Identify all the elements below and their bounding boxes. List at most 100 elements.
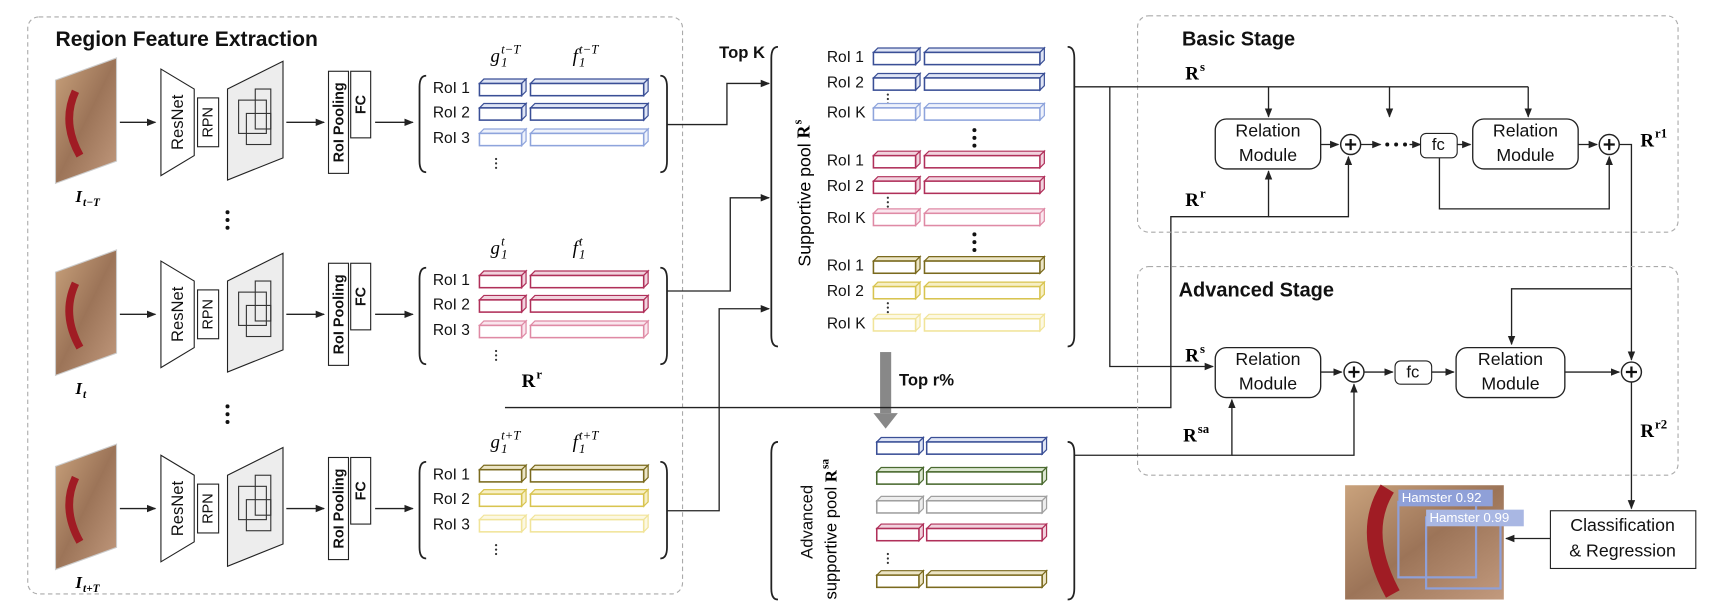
feature-box bbox=[872, 77, 917, 91]
bracket bbox=[660, 74, 668, 174]
roi-label: RoI 2 bbox=[433, 491, 470, 508]
backbone-shape bbox=[160, 260, 195, 369]
math-label: supportive pool Rsa bbox=[819, 459, 840, 600]
feature-box bbox=[872, 180, 917, 195]
ellipsis-dot bbox=[886, 205, 889, 208]
backbone-shape bbox=[160, 68, 195, 177]
math-label: Rr1 bbox=[1640, 127, 1667, 152]
feature-box bbox=[478, 518, 523, 533]
ellipsis-dot bbox=[225, 419, 230, 424]
module-label: Module bbox=[1239, 373, 1297, 393]
math-base: R bbox=[1185, 346, 1199, 367]
ellipsis-dot bbox=[225, 210, 230, 215]
math-base: g bbox=[491, 46, 500, 67]
feature-box bbox=[923, 77, 1041, 91]
feature-box bbox=[925, 441, 1043, 455]
ellipsis-dot bbox=[886, 557, 889, 560]
ellipsis-dot bbox=[972, 232, 977, 237]
math-sub: t−T bbox=[83, 196, 101, 208]
feature-box bbox=[925, 527, 1043, 542]
bracket bbox=[418, 266, 427, 366]
connector bbox=[1109, 86, 1214, 371]
math-label: g1t bbox=[491, 234, 508, 261]
roi-label: RoI K bbox=[827, 315, 866, 332]
math-base: I bbox=[74, 379, 82, 398]
math-base: R bbox=[522, 371, 536, 392]
rpn-box bbox=[196, 289, 220, 340]
ellipsis-dot bbox=[494, 548, 498, 551]
connector bbox=[667, 194, 771, 292]
bracket bbox=[660, 266, 668, 366]
ellipsis-dot bbox=[494, 358, 498, 361]
backbone-label: ResNet bbox=[168, 286, 187, 342]
proposal-box bbox=[254, 280, 272, 322]
feature-box bbox=[529, 493, 645, 508]
detection-label: Hamster 0.92 bbox=[1402, 490, 1482, 505]
math-base: R bbox=[794, 125, 814, 138]
roi-label: RoI 3 bbox=[433, 322, 470, 339]
ellipsis-dot bbox=[494, 544, 498, 547]
feature-box bbox=[925, 471, 1043, 485]
math-base: f bbox=[573, 432, 581, 453]
connector bbox=[1438, 155, 1613, 210]
feature-box bbox=[478, 299, 523, 313]
ellipsis-dot bbox=[1385, 142, 1390, 147]
feature-box bbox=[529, 82, 645, 97]
connector bbox=[1268, 155, 1353, 218]
rpn-box bbox=[196, 483, 220, 534]
math-sup: sa bbox=[1198, 422, 1210, 436]
bracket bbox=[770, 441, 779, 601]
bracket bbox=[660, 461, 668, 560]
ellipsis-dot bbox=[494, 157, 498, 161]
roi-label: RoI 1 bbox=[827, 49, 864, 66]
stage-box bbox=[1137, 15, 1679, 233]
ellipsis-dot bbox=[972, 135, 977, 140]
bracket bbox=[1067, 45, 1076, 348]
rpn-label: RPN bbox=[200, 107, 216, 137]
roi-pooling-box bbox=[327, 262, 350, 366]
fc-box bbox=[350, 262, 372, 331]
ellipsis-dot bbox=[225, 225, 230, 230]
feature-box bbox=[529, 299, 645, 313]
connector bbox=[504, 170, 1273, 409]
feature-box bbox=[923, 51, 1041, 66]
roi-label: RoI 1 bbox=[433, 466, 470, 483]
feature-box bbox=[529, 518, 645, 533]
connector bbox=[667, 305, 771, 512]
feature-box bbox=[529, 324, 645, 339]
math-base: R bbox=[1640, 421, 1654, 442]
detection-wheel bbox=[1366, 484, 1400, 598]
feature-box bbox=[529, 132, 645, 147]
ellipsis-dot bbox=[886, 196, 889, 199]
feature-box bbox=[923, 180, 1041, 195]
backbone-label: ResNet bbox=[168, 94, 187, 150]
ellipsis-dot bbox=[494, 166, 498, 169]
feature-box bbox=[529, 274, 645, 289]
math-sup: t+T bbox=[579, 429, 599, 443]
roi-label: RoI 2 bbox=[827, 178, 864, 195]
feature-box bbox=[875, 499, 920, 514]
feature-box bbox=[875, 441, 920, 455]
math-sup: t bbox=[501, 234, 505, 248]
math-label: It bbox=[74, 379, 87, 401]
math-sub: t+T bbox=[83, 583, 101, 595]
math-sup: s bbox=[1200, 60, 1205, 74]
fc-label: FC bbox=[354, 94, 370, 114]
fc-box bbox=[350, 456, 372, 525]
feature-box bbox=[925, 499, 1043, 514]
roi-label: RoI 1 bbox=[827, 152, 864, 169]
stage-box bbox=[1137, 266, 1679, 476]
ellipsis-dot bbox=[494, 349, 498, 353]
feature-box bbox=[923, 107, 1041, 121]
feature-box bbox=[875, 527, 920, 542]
math-sup: r2 bbox=[1655, 417, 1667, 431]
section-title: Region Feature Extraction bbox=[55, 28, 317, 51]
module-label: Relation bbox=[1478, 349, 1543, 369]
top-r-arrowhead bbox=[873, 413, 898, 429]
top-r-arrow bbox=[880, 352, 892, 414]
module-label: Module bbox=[1496, 145, 1554, 165]
roi-label: RoI 1 bbox=[827, 258, 864, 275]
roi-label: RoI K bbox=[827, 210, 866, 227]
classification-box bbox=[1549, 510, 1697, 570]
math-label: It+T bbox=[74, 573, 100, 595]
